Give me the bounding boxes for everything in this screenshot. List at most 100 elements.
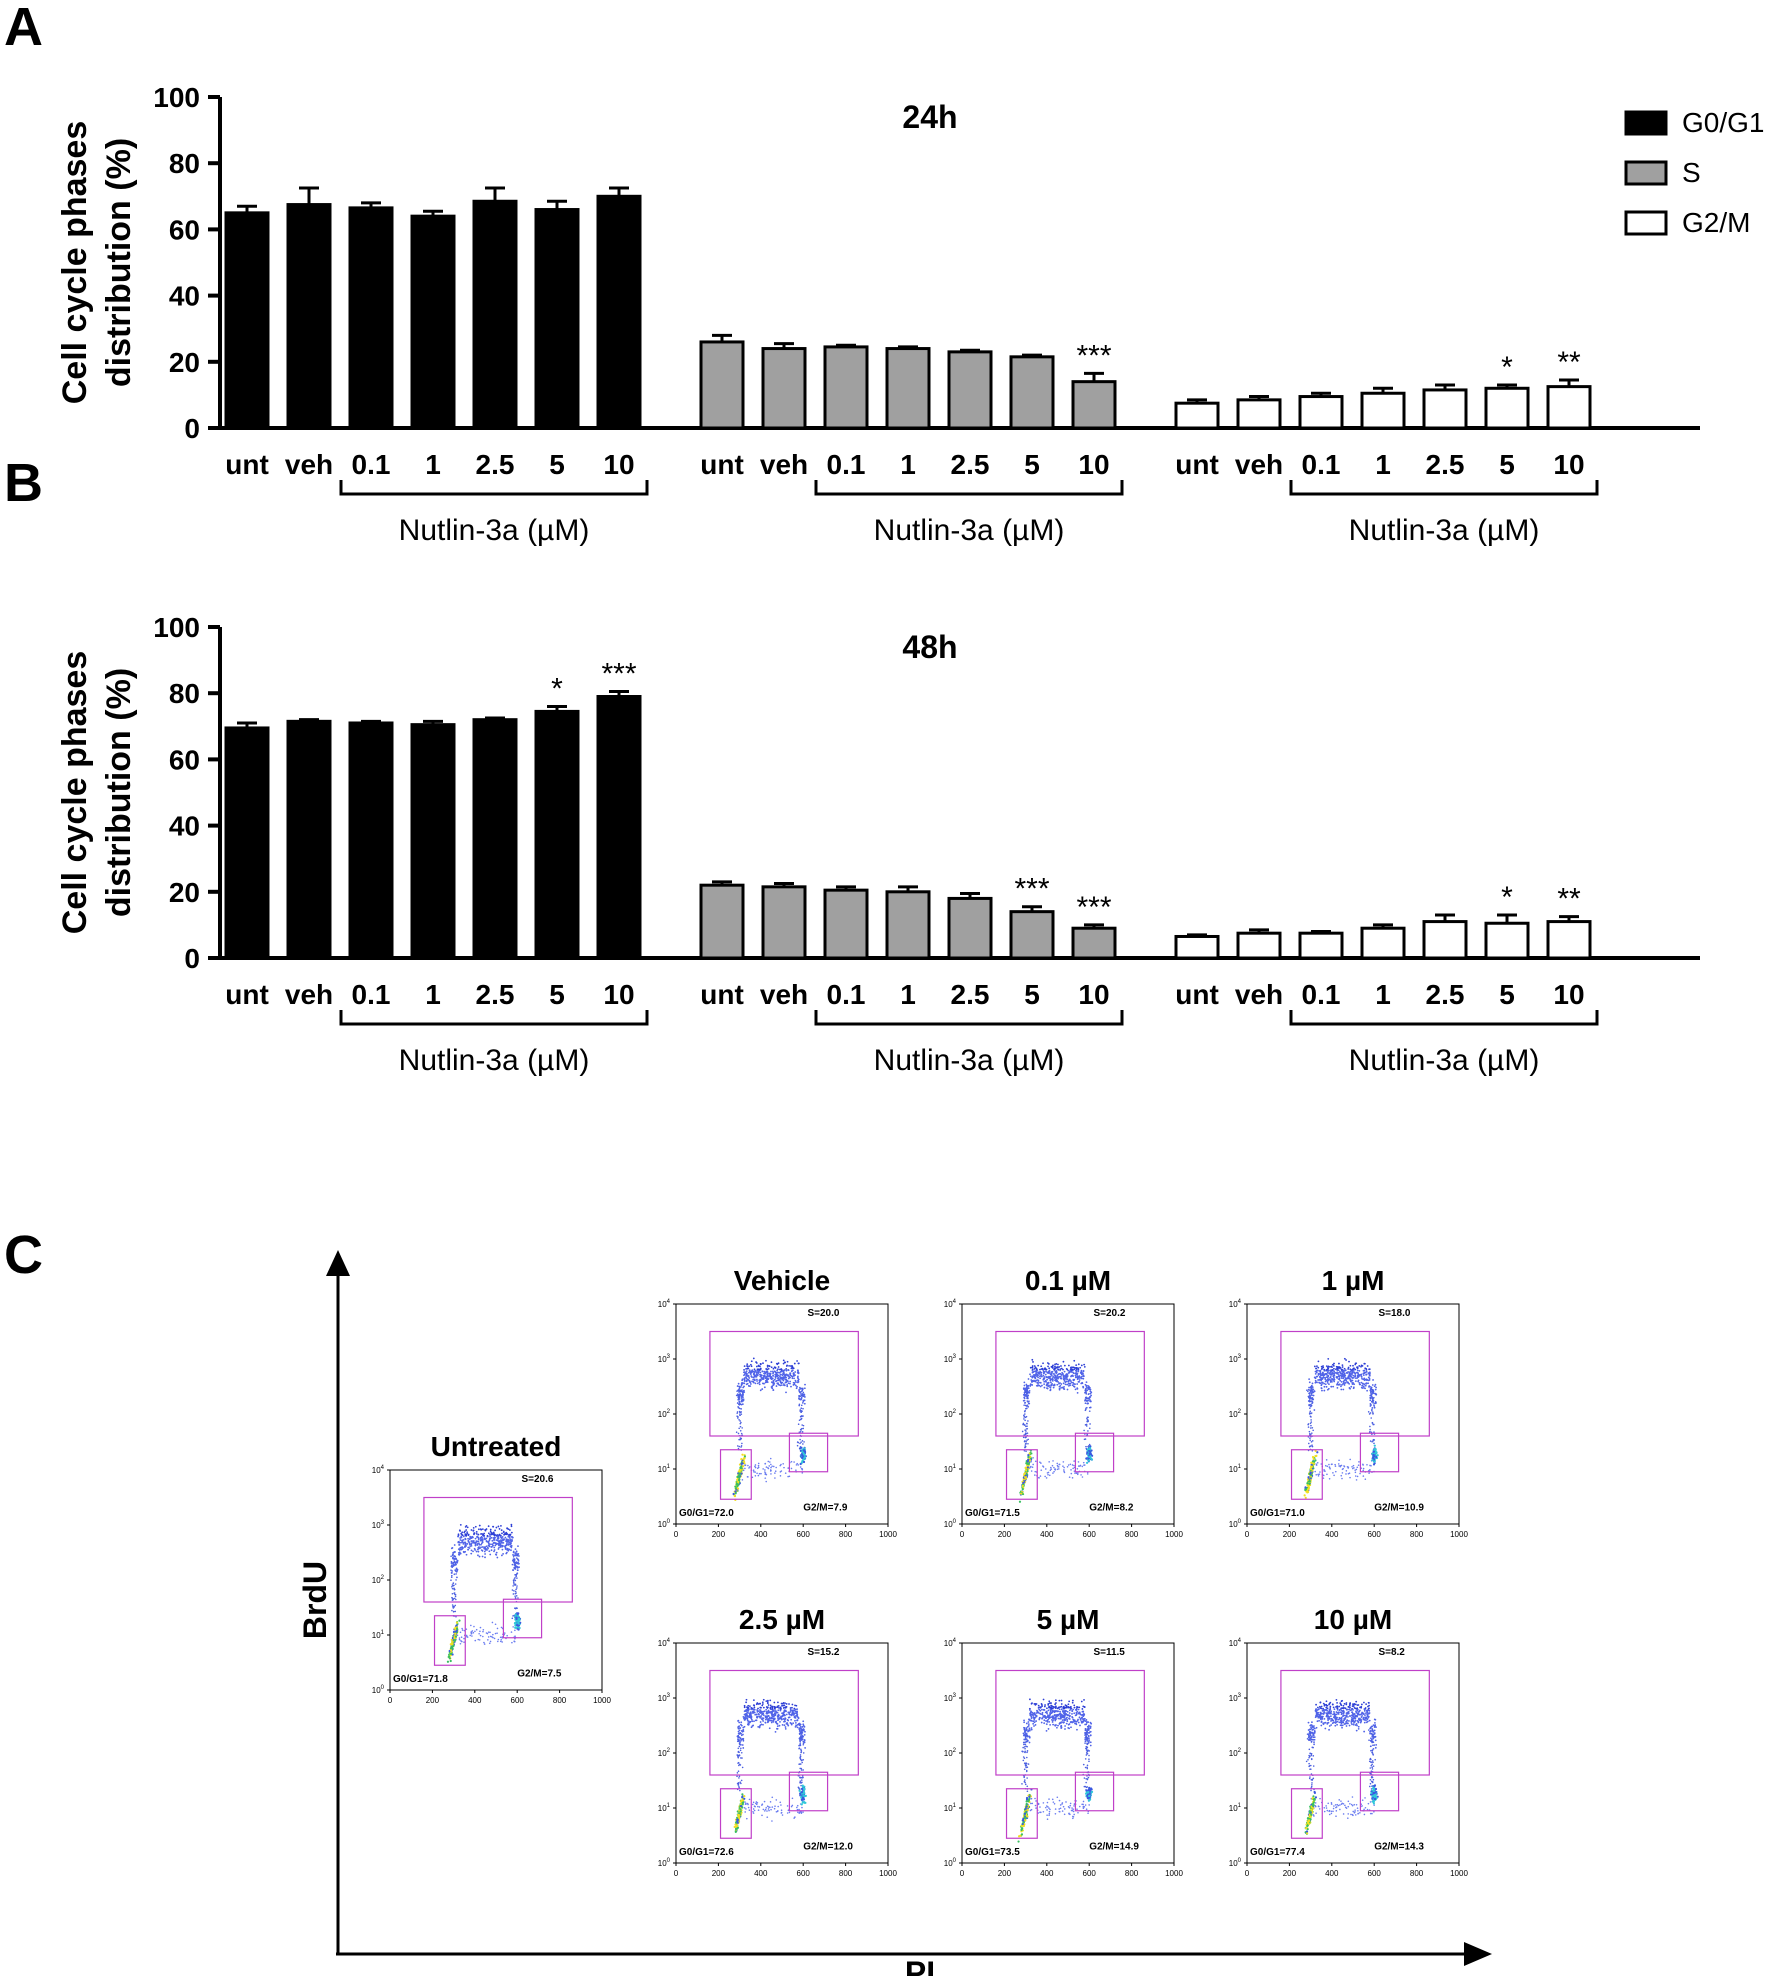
flow-dot — [765, 1379, 768, 1382]
flow-dot — [785, 1379, 788, 1382]
flow-dot — [802, 1452, 805, 1455]
flow-dot — [757, 1464, 760, 1467]
flow-dot — [779, 1376, 782, 1379]
chart2-x-tick-label: 10 — [1078, 979, 1109, 1010]
flow-dot — [503, 1632, 506, 1634]
flow-dot — [1087, 1459, 1091, 1462]
flow-dot — [741, 1738, 744, 1740]
flow-dot — [1309, 1439, 1312, 1441]
flow-dot — [740, 1383, 743, 1385]
flow-dot — [1357, 1380, 1360, 1383]
flow-dot — [1063, 1379, 1066, 1382]
flow-dot — [771, 1717, 774, 1720]
flow-dot — [1323, 1382, 1326, 1385]
chart2-bar-g0g1 — [596, 695, 642, 960]
flow-dot — [1369, 1428, 1371, 1431]
flow-dot — [753, 1470, 755, 1473]
flow-dot — [738, 1785, 740, 1788]
chart1-y-tick-label: 100 — [153, 82, 200, 113]
flow-dot — [764, 1471, 766, 1473]
flow-dot — [499, 1534, 502, 1537]
flow-dot — [1360, 1381, 1363, 1384]
flow-y-tick-label: 102 — [1229, 1409, 1242, 1419]
flow-dot — [472, 1550, 474, 1553]
flow-dot — [1029, 1373, 1031, 1376]
flow-dot — [506, 1541, 508, 1544]
flow-dot — [470, 1632, 473, 1635]
flow-dot — [748, 1809, 751, 1812]
flow-dot — [1084, 1389, 1087, 1391]
flow-dot — [756, 1710, 759, 1713]
flow-dot — [1310, 1387, 1313, 1390]
flow-dot — [1089, 1452, 1092, 1456]
flow-dot — [1366, 1389, 1369, 1392]
flow-dot — [1026, 1385, 1028, 1388]
flow-dot — [1375, 1393, 1378, 1396]
flow-dot — [1369, 1440, 1372, 1442]
flow-dot — [1340, 1377, 1343, 1380]
chart2-y-axis-label: Cell cycle phases distribution (%) — [56, 651, 138, 935]
flow-dot — [776, 1722, 778, 1725]
flow-dot — [1027, 1458, 1030, 1461]
flow-dot — [762, 1698, 765, 1701]
flow-dot — [765, 1806, 768, 1809]
flow-dot — [803, 1725, 806, 1728]
flow-dot — [1351, 1373, 1353, 1376]
flow-dot — [794, 1710, 797, 1713]
flow-dot — [1056, 1464, 1059, 1467]
flow-dot — [1314, 1459, 1317, 1462]
flow-dot — [451, 1604, 454, 1606]
flow-dot — [1087, 1397, 1090, 1400]
flow-dot — [1022, 1481, 1025, 1485]
flow-dot — [776, 1363, 779, 1366]
flow-dot — [453, 1597, 456, 1600]
flow-dot — [796, 1385, 798, 1388]
flow-dot — [1354, 1469, 1356, 1471]
flow-dot — [741, 1389, 743, 1391]
flow-dot — [499, 1544, 502, 1547]
flow-dot — [458, 1619, 461, 1622]
flow-dot — [787, 1377, 790, 1380]
flow-dot — [802, 1427, 805, 1430]
flow-dot — [517, 1559, 520, 1561]
flow-dot — [1372, 1440, 1374, 1442]
flow-dot — [1036, 1375, 1038, 1378]
gate-s-label: S=20.6 — [521, 1474, 553, 1485]
flow-dot — [1344, 1378, 1347, 1381]
flow-dot — [741, 1427, 743, 1429]
flow-dot — [765, 1473, 768, 1476]
flow-dot — [1069, 1369, 1072, 1372]
flow-dot — [794, 1379, 797, 1382]
flow-dot — [514, 1629, 516, 1632]
flow-dot — [797, 1423, 800, 1426]
flow-dot — [800, 1812, 803, 1815]
flow-dot — [1309, 1422, 1312, 1425]
flow-y-tick-label: 104 — [944, 1299, 957, 1309]
chart2-y-tick-label: 80 — [169, 678, 200, 709]
flow-dot — [1031, 1384, 1033, 1386]
flow-dot — [782, 1707, 785, 1709]
flow-dot — [1310, 1424, 1312, 1427]
flow-dot — [477, 1540, 480, 1543]
flow-dot — [1030, 1452, 1033, 1455]
flow-dot — [1308, 1392, 1310, 1395]
flow-scatter — [1018, 1358, 1094, 1503]
flow-dot — [751, 1369, 754, 1372]
flow-dot — [1033, 1379, 1035, 1382]
flow-dot — [752, 1708, 754, 1711]
flow-dot — [795, 1704, 798, 1707]
flow-dot — [1312, 1457, 1315, 1460]
flow-dot — [797, 1441, 800, 1444]
flow-dot — [1368, 1368, 1371, 1371]
flow-plot-frame — [389, 1469, 603, 1691]
flow-dot — [462, 1541, 464, 1544]
flow-dot — [756, 1382, 759, 1385]
flow-dot — [781, 1704, 783, 1707]
flow-dot — [762, 1362, 764, 1365]
flow-dot — [1306, 1389, 1308, 1391]
flow-dot — [489, 1530, 492, 1533]
flow-dot — [748, 1379, 751, 1382]
flow-dot — [752, 1380, 755, 1383]
